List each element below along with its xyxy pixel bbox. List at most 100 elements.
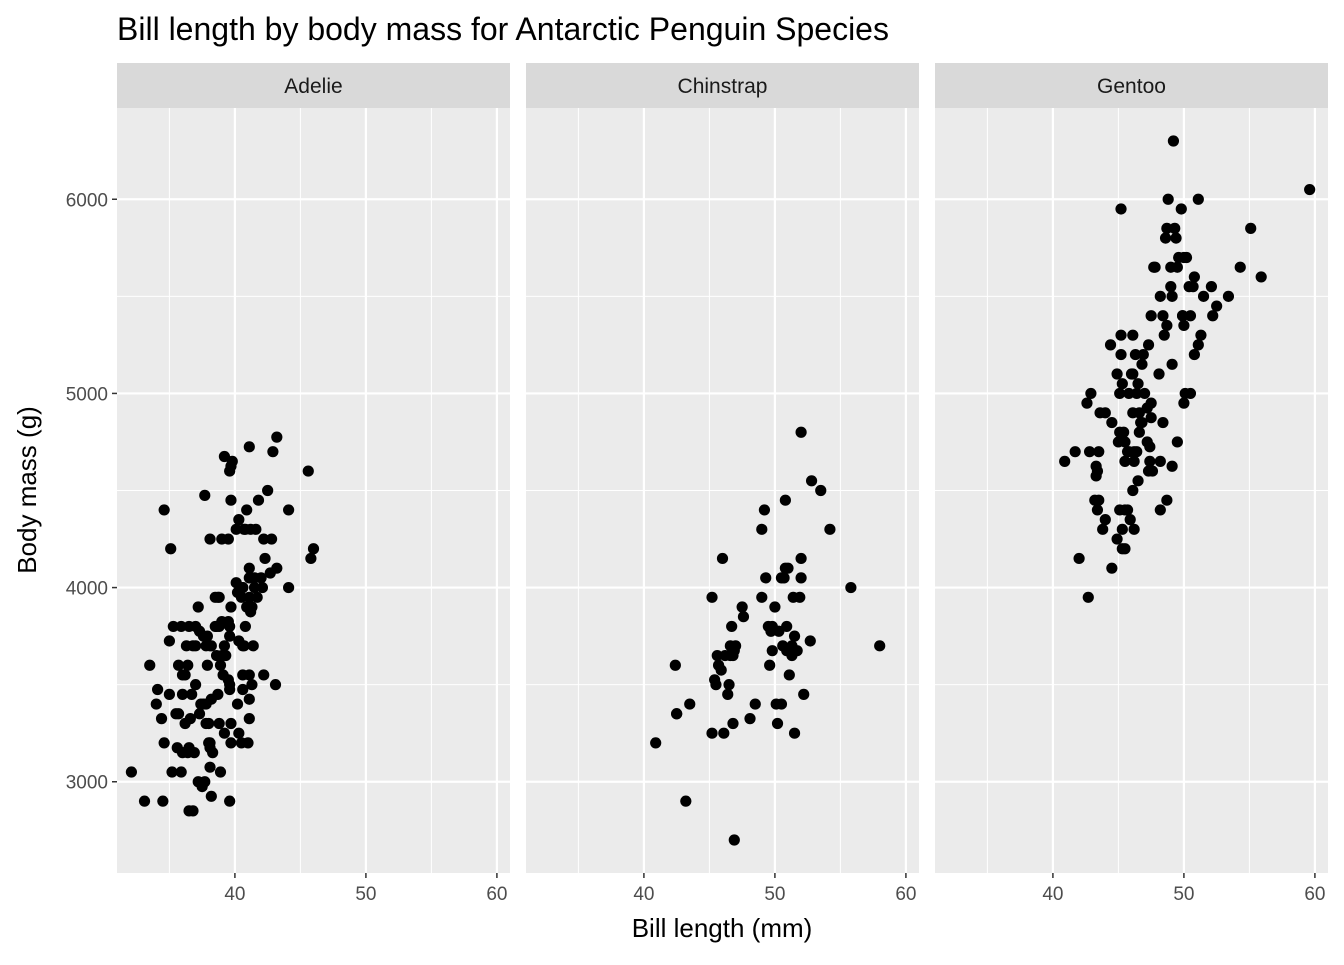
data-point-gentoo <box>1255 271 1267 283</box>
data-point-chinstrap <box>671 708 683 720</box>
data-point-gentoo <box>1188 348 1200 361</box>
data-point-chinstrap <box>723 679 735 691</box>
data-point-adelie <box>192 601 204 613</box>
data-point-gentoo <box>1178 319 1190 332</box>
strip-label-gentoo: Gentoo <box>1097 75 1166 98</box>
data-point-gentoo <box>1142 465 1155 477</box>
data-point-adelie <box>218 727 231 739</box>
data-point-adelie <box>199 489 211 501</box>
data-point-gentoo <box>1165 261 1177 273</box>
data-point-chinstrap <box>783 669 795 681</box>
data-point-gentoo <box>1187 281 1199 293</box>
data-point-gentoo <box>1180 251 1193 264</box>
data-point-gentoo <box>1083 446 1096 458</box>
data-point-adelie <box>251 591 263 603</box>
data-point-adelie <box>212 591 224 603</box>
data-point-gentoo <box>1127 484 1139 497</box>
x-tick-label: 60 <box>895 884 916 905</box>
facet-panels: Adelie 40 50 60 3000 4000 5000 6000 Chinstrap 40 5… <box>66 63 1328 905</box>
data-point-adelie <box>204 761 216 773</box>
data-point-adelie <box>186 688 198 700</box>
data-point-adelie <box>167 620 179 633</box>
data-point-gentoo <box>1114 387 1126 400</box>
data-point-chinstrap <box>769 601 781 613</box>
data-point-gentoo <box>1111 533 1123 545</box>
data-point-gentoo <box>1131 387 1143 400</box>
data-point-gentoo <box>1069 446 1081 458</box>
data-point-chinstrap <box>798 688 810 700</box>
y-tick-label: 5000 <box>66 384 108 405</box>
data-point-adelie <box>243 693 255 705</box>
data-point-chinstrap <box>680 795 692 807</box>
data-point-gentoo <box>1119 504 1131 516</box>
x-tick-label: 60 <box>486 884 507 905</box>
data-point-gentoo <box>1099 407 1111 419</box>
data-point-adelie <box>212 688 224 700</box>
x-tick-label: 50 <box>764 884 785 905</box>
data-point-adelie <box>302 465 314 477</box>
data-point-gentoo <box>1116 378 1128 390</box>
data-point-chinstrap <box>716 552 729 565</box>
data-point-adelie <box>163 688 175 700</box>
data-point-adelie <box>224 795 236 807</box>
data-point-gentoo <box>1115 203 1127 215</box>
data-point-adelie <box>204 533 216 545</box>
data-point-gentoo <box>1157 416 1169 429</box>
data-point-adelie <box>203 717 215 730</box>
data-point-adelie <box>214 766 227 778</box>
data-point-chinstrap <box>728 645 740 657</box>
data-point-adelie <box>138 795 151 807</box>
data-point-gentoo <box>1170 232 1182 244</box>
data-point-adelie <box>231 698 244 710</box>
data-point-gentoo <box>1115 348 1127 361</box>
data-point-gentoo <box>1234 261 1246 273</box>
data-point-adelie <box>158 504 170 516</box>
data-point-adelie <box>233 635 245 647</box>
data-point-gentoo <box>1154 290 1166 302</box>
data-point-gentoo <box>1145 412 1157 424</box>
data-point-adelie <box>256 581 269 594</box>
data-point-adelie <box>172 659 185 671</box>
data-point-adelie <box>179 669 191 681</box>
data-point-gentoo <box>1082 591 1094 603</box>
data-point-adelie <box>207 747 219 759</box>
data-point-adelie <box>144 659 156 671</box>
data-point-gentoo <box>1132 475 1144 487</box>
data-point-chinstrap <box>728 834 740 846</box>
data-point-adelie <box>248 581 261 594</box>
data-point-chinstrap <box>778 572 790 584</box>
data-point-adelie <box>225 494 237 506</box>
data-point-gentoo <box>1073 552 1085 565</box>
data-point-adelie <box>225 460 237 472</box>
data-point-chinstrap <box>786 640 798 652</box>
data-point-adelie <box>243 572 255 584</box>
data-point-gentoo <box>1111 368 1123 380</box>
data-point-gentoo <box>1093 446 1105 458</box>
data-point-gentoo <box>1106 416 1118 429</box>
data-point-adelie <box>262 484 274 497</box>
data-point-adelie <box>245 523 257 535</box>
data-point-adelie <box>258 669 270 681</box>
x-tick-label: 50 <box>355 884 376 905</box>
data-point-adelie <box>195 698 207 710</box>
strip-gentoo <box>935 63 1328 108</box>
data-point-gentoo <box>1114 426 1126 438</box>
data-point-gentoo <box>1093 494 1105 506</box>
data-point-adelie <box>243 713 255 725</box>
data-point-gentoo <box>1116 523 1128 535</box>
data-point-gentoo <box>1119 436 1131 448</box>
data-point-adelie <box>241 504 253 516</box>
data-point-gentoo <box>1207 310 1219 322</box>
data-point-adelie <box>155 713 168 725</box>
data-point-chinstrap <box>758 504 771 516</box>
data-point-adelie <box>305 552 317 565</box>
data-point-gentoo <box>1304 183 1316 196</box>
data-point-gentoo <box>1144 441 1156 453</box>
data-point-chinstrap <box>669 659 681 671</box>
data-point-adelie <box>225 717 237 730</box>
data-point-chinstrap <box>756 591 768 603</box>
data-point-chinstrap <box>794 591 806 603</box>
strip-label-adelie: Adelie <box>284 75 342 98</box>
